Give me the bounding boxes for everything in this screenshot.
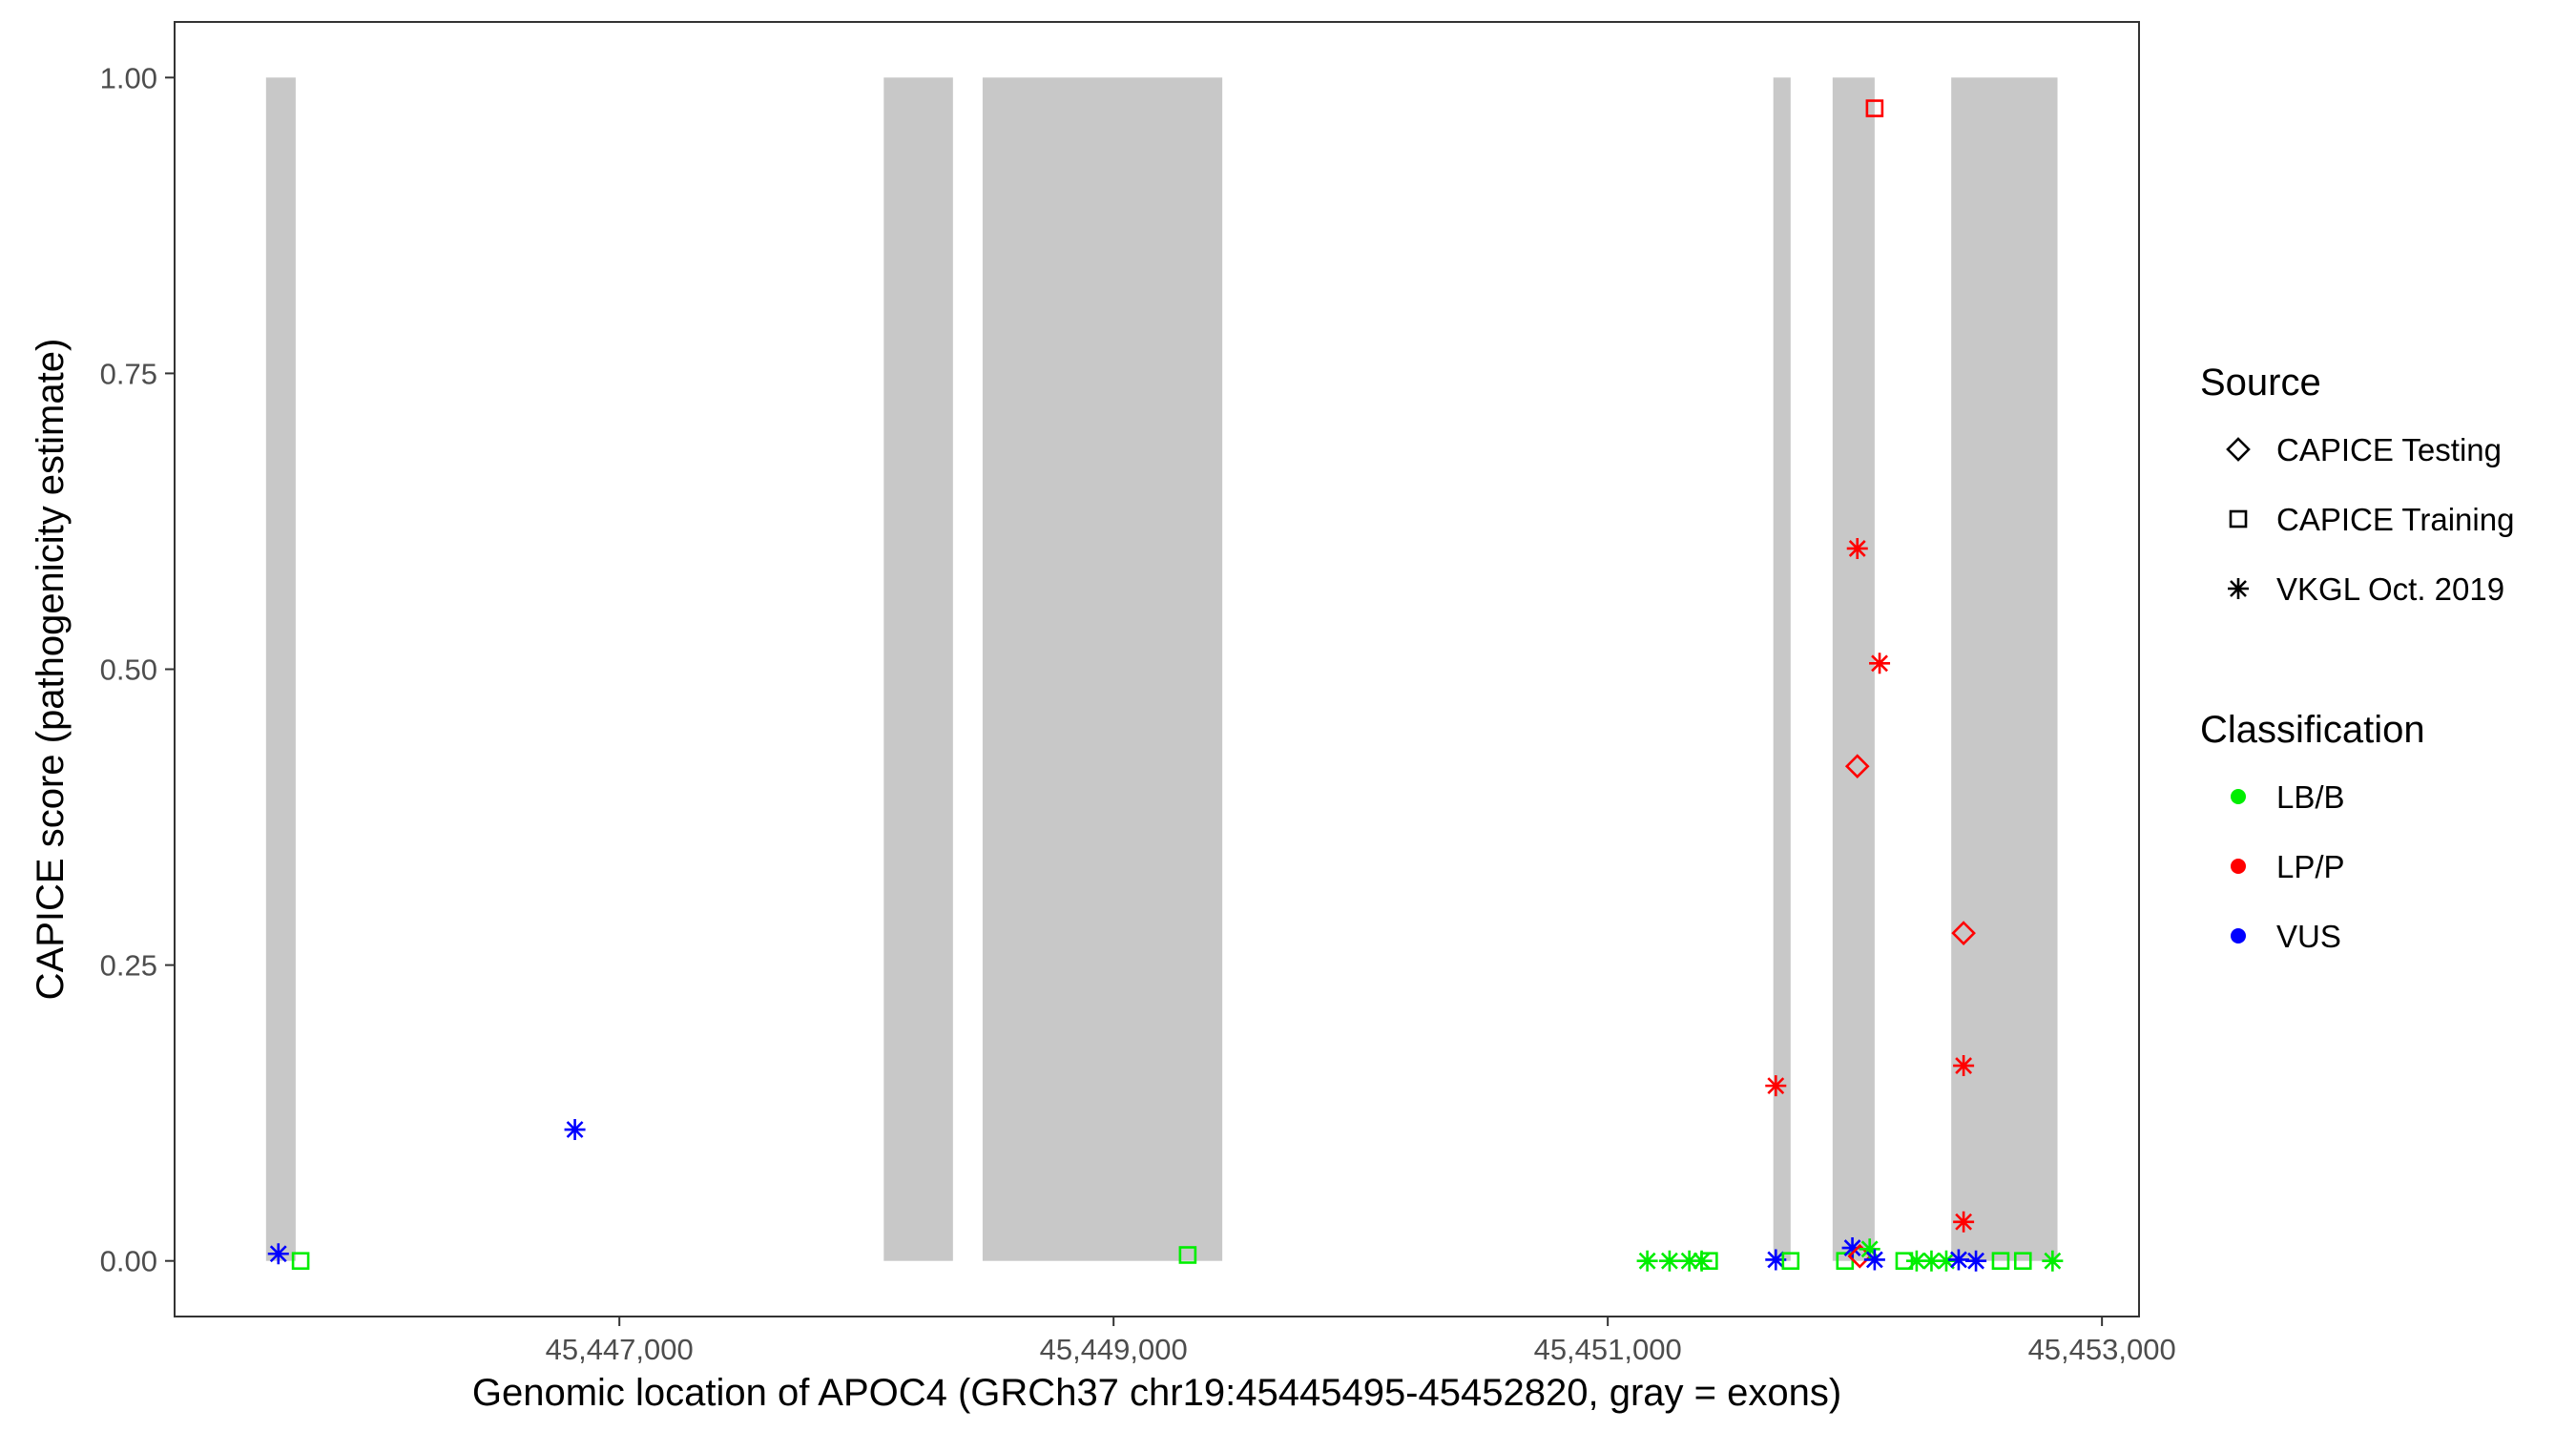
legend-label: CAPICE Training [2276, 502, 2514, 537]
data-point [1865, 99, 1884, 117]
exon-band [265, 77, 296, 1261]
data-point [1905, 1250, 1927, 1272]
data-point [1935, 1250, 1957, 1272]
y-tick-label: 0.00 [100, 1245, 157, 1278]
data-point [1781, 1252, 1800, 1271]
x-tick-label: 45,449,000 [1040, 1333, 1188, 1366]
legend-title-source: Source [2200, 362, 2321, 404]
data-point [267, 1243, 289, 1265]
legend-label: VKGL Oct. 2019 [2276, 571, 2504, 607]
x-tick-label: 45,451,000 [1534, 1333, 1682, 1366]
legend-label: CAPICE Testing [2276, 432, 2502, 467]
data-point [1869, 653, 1891, 674]
legend-key-dot [2231, 789, 2246, 804]
data-point [1991, 1252, 2010, 1271]
data-point [1700, 1252, 1718, 1271]
data-point [1953, 1211, 1975, 1233]
exon-layer [265, 77, 2058, 1261]
legend-title-classification: Classification [2200, 709, 2425, 751]
data-point [2042, 1250, 2064, 1272]
data-point [1678, 1250, 1700, 1272]
data-point [564, 1119, 586, 1141]
y-tick-label: 1.00 [100, 61, 157, 94]
data-point [1844, 754, 1870, 779]
y-axis-title: CAPICE score (pathogenicity estimate) [30, 339, 72, 1001]
data-point [1863, 1249, 1885, 1271]
exon-band [883, 77, 953, 1261]
axis-layer: 45,447,000 45,449,000 45,451,000 45,453,000… [100, 61, 2176, 1366]
legend-label: LB/B [2276, 779, 2345, 815]
legend-label: VUS [2276, 919, 2341, 954]
data-point [1965, 1250, 1987, 1272]
data-point [1765, 1249, 1787, 1271]
x-tick-label: 45,453,000 [2028, 1333, 2176, 1366]
exon-band [1951, 77, 2058, 1261]
legend-label: LP/P [2276, 849, 2345, 884]
data-point [1947, 1249, 1969, 1271]
data-point [1953, 1055, 1975, 1077]
y-tick-label: 0.75 [100, 357, 157, 390]
data-point [291, 1252, 310, 1271]
data-point [1765, 1075, 1787, 1097]
legend-key-dot [2231, 928, 2246, 944]
y-tick-label: 0.25 [100, 949, 157, 983]
data-point [1921, 1250, 1942, 1272]
exon-band [1773, 77, 1791, 1261]
point-layer [267, 99, 2064, 1272]
y-tick-label: 0.50 [100, 653, 157, 687]
legend-key-diamond [2226, 437, 2251, 462]
x-tick-label: 45,447,000 [546, 1333, 694, 1366]
data-point [1658, 1250, 1680, 1272]
data-point [1178, 1246, 1197, 1264]
data-point [1951, 921, 1976, 945]
legend: Source CAPICE Testing CAPICE Training VKGL … [2200, 362, 2514, 954]
data-point [1846, 537, 1868, 559]
data-point [1636, 1250, 1658, 1272]
legend-key-dot [2231, 859, 2246, 874]
exon-band [982, 77, 1223, 1261]
exon-band [1832, 77, 1875, 1261]
legend-key-square [2229, 509, 2248, 529]
data-point [1859, 1238, 1880, 1260]
x-axis-title: Genomic location of APOC4 (GRCh37 chr19:… [472, 1372, 1841, 1414]
data-point [2013, 1252, 2032, 1271]
legend-key-asterisk [2228, 578, 2249, 599]
data-point [1841, 1237, 1863, 1259]
